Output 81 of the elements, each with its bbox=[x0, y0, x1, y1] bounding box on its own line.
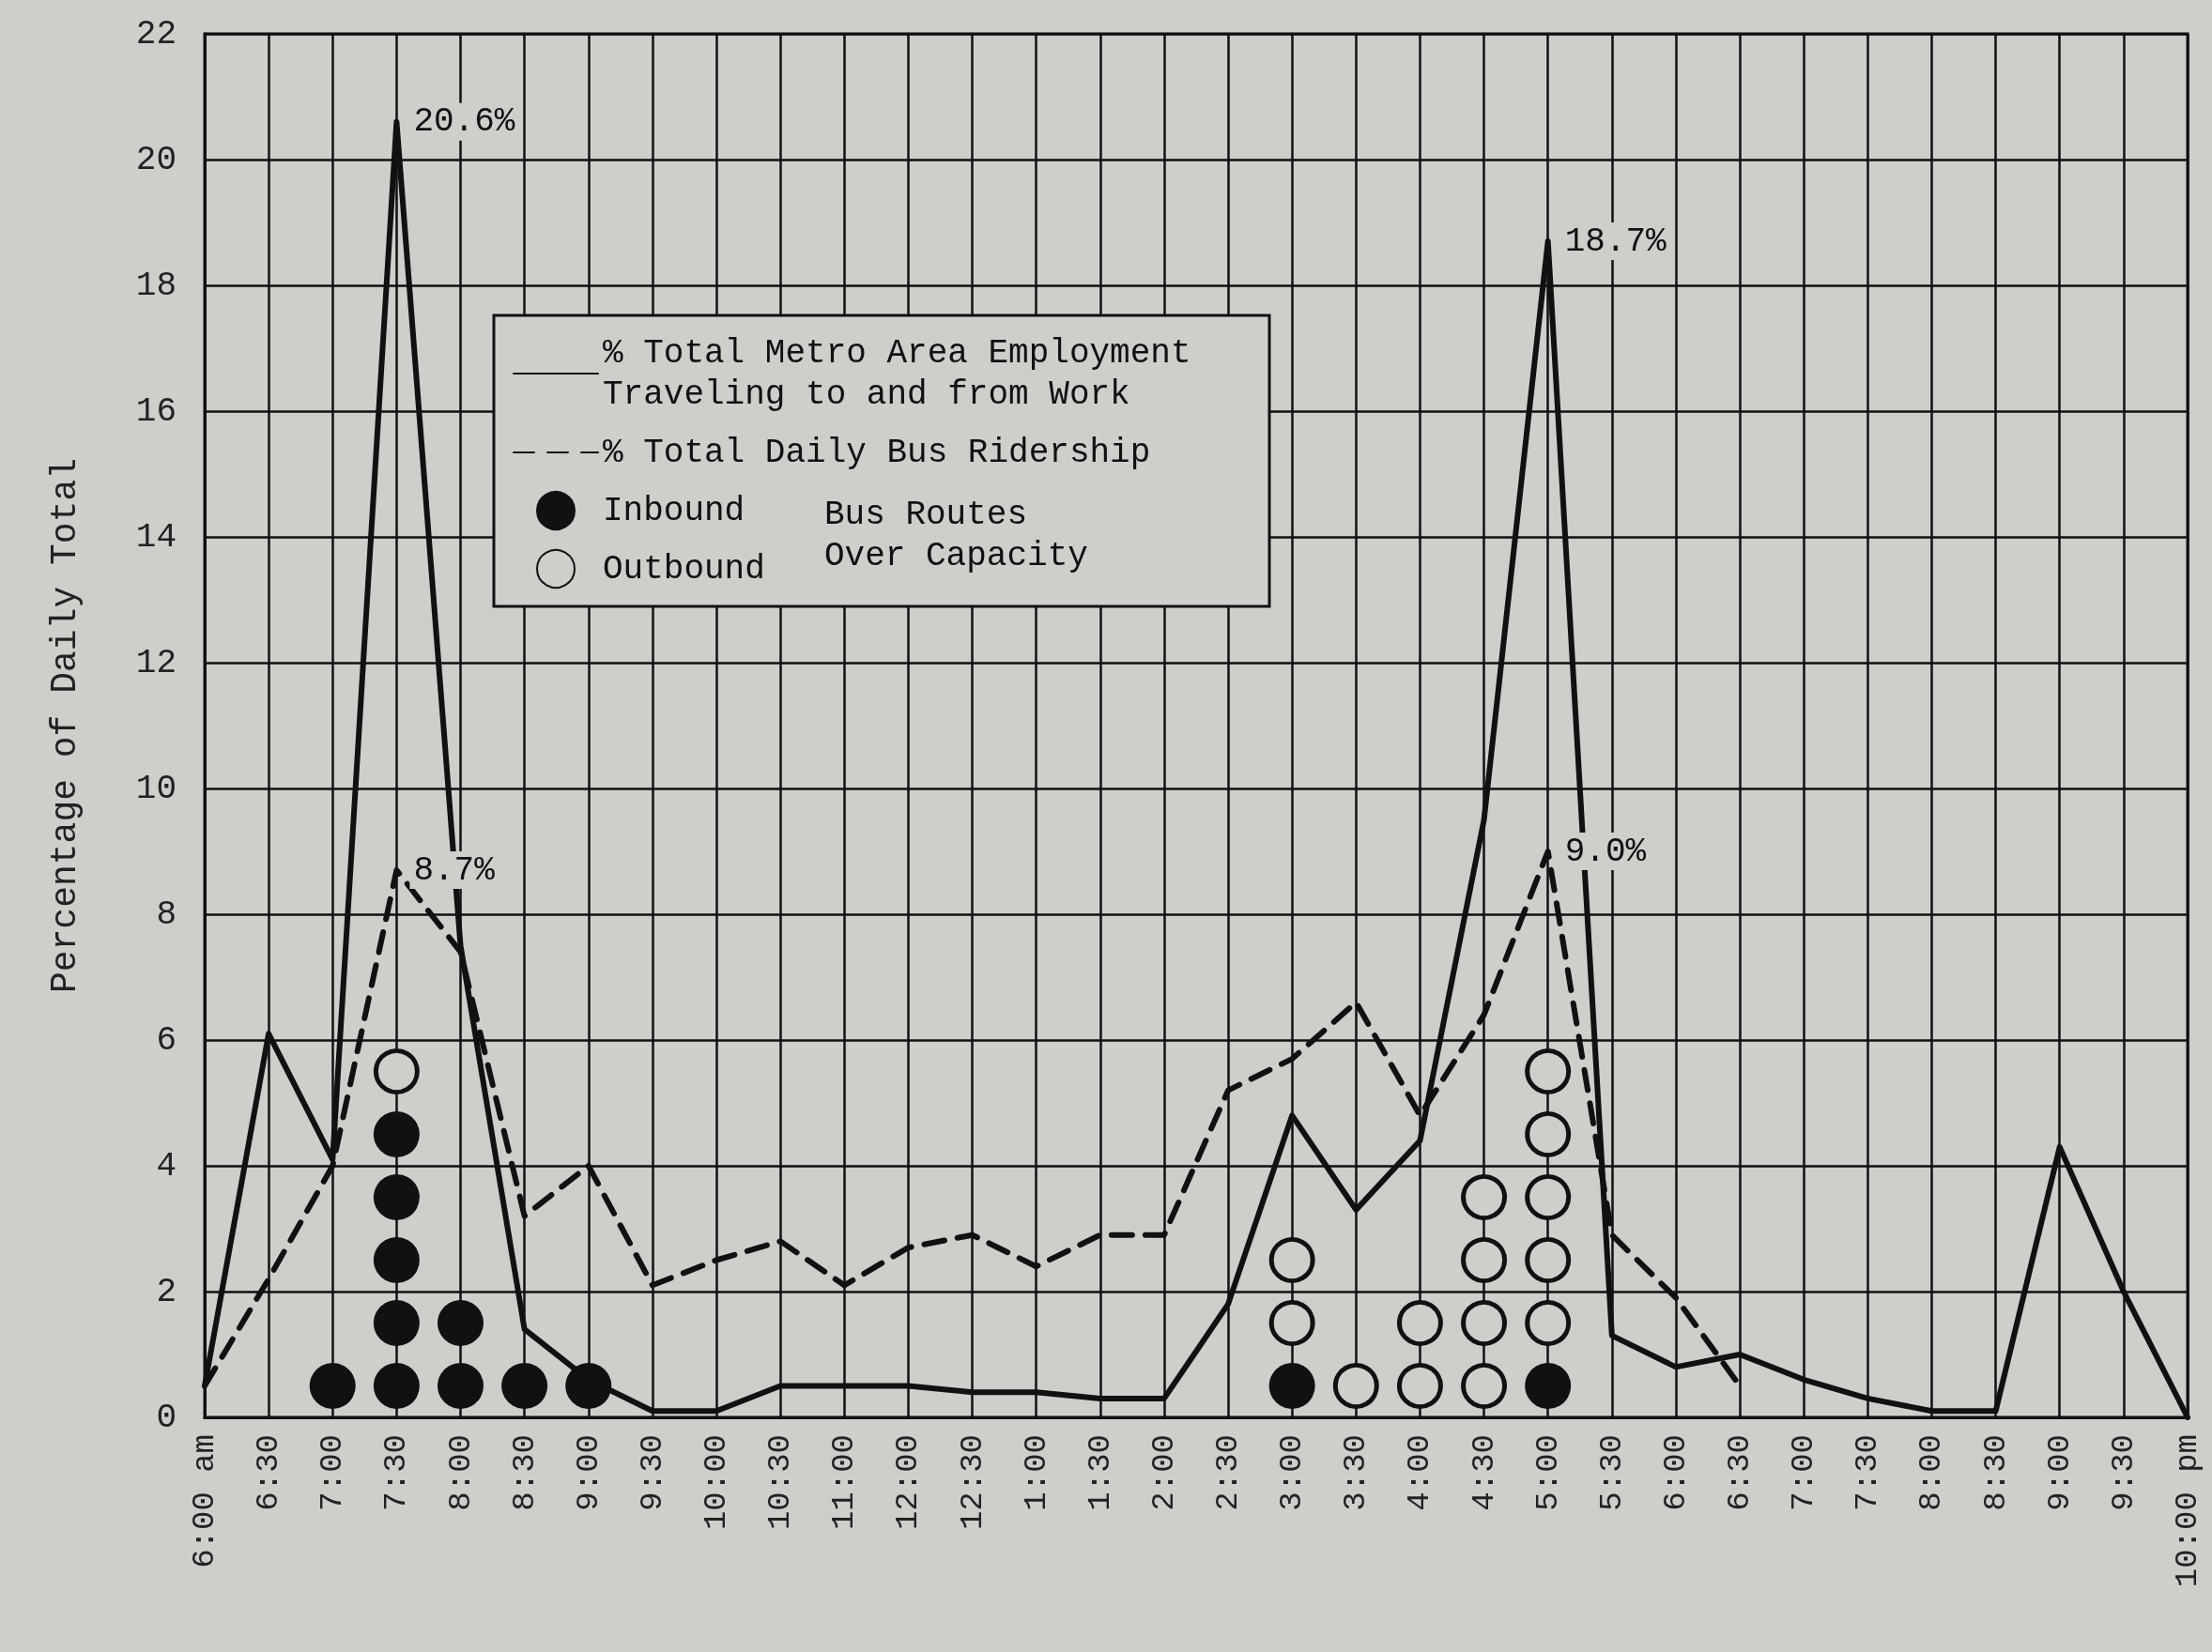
x-tick-label: 9:30 bbox=[2105, 1434, 2142, 1511]
x-tick-label: 7:00 bbox=[1786, 1434, 1822, 1511]
point bbox=[1525, 1048, 1572, 1094]
point bbox=[1268, 1300, 1315, 1346]
x-tick-label: 9:00 bbox=[2041, 1434, 2078, 1511]
x-tick-label: 7:30 bbox=[378, 1434, 415, 1511]
point bbox=[565, 1363, 612, 1409]
y-tick-label: 0 bbox=[156, 1398, 177, 1437]
point bbox=[501, 1363, 548, 1409]
point bbox=[309, 1363, 356, 1409]
x-tick-label: 6:30 bbox=[251, 1434, 287, 1511]
x-tick-label: 7:00 bbox=[315, 1434, 351, 1511]
data-label: 9.0% bbox=[1564, 832, 1647, 871]
x-tick-label: 6:00 bbox=[1657, 1434, 1694, 1511]
point bbox=[1525, 1174, 1572, 1220]
point bbox=[1461, 1300, 1508, 1346]
x-tick-label: 3:00 bbox=[1274, 1434, 1311, 1511]
point bbox=[373, 1363, 420, 1409]
x-tick-label: 10:30 bbox=[762, 1434, 799, 1531]
x-tick-label: 8:00 bbox=[1913, 1434, 1950, 1511]
y-axis-title: Percentage of Daily Total bbox=[44, 457, 85, 994]
x-tick-label: 9:30 bbox=[634, 1434, 670, 1511]
point bbox=[1461, 1237, 1508, 1283]
y-tick-label: 14 bbox=[135, 517, 177, 557]
point bbox=[1525, 1111, 1572, 1157]
legend-label: % Total Daily Bus Ridership bbox=[603, 433, 1151, 472]
x-tick-label: 12:00 bbox=[890, 1434, 927, 1531]
x-tick-label: 2:30 bbox=[1210, 1434, 1247, 1511]
point bbox=[1332, 1363, 1379, 1409]
x-tick-label: 5:30 bbox=[1593, 1434, 1630, 1511]
x-tick-label: 9:00 bbox=[570, 1434, 607, 1511]
data-label: 18.7% bbox=[1564, 222, 1667, 261]
point bbox=[1397, 1300, 1443, 1346]
point bbox=[438, 1363, 484, 1409]
y-tick-label: 22 bbox=[135, 14, 177, 54]
y-tick-label: 4 bbox=[156, 1146, 177, 1185]
x-tick-label: 2:00 bbox=[1145, 1434, 1182, 1511]
annotation: Bus Routes Over Capacity bbox=[824, 495, 1088, 575]
point bbox=[373, 1174, 420, 1220]
point bbox=[1525, 1363, 1572, 1409]
x-tick-label: 1:30 bbox=[1082, 1434, 1118, 1511]
legend-label: Outbound bbox=[603, 549, 765, 589]
point bbox=[1397, 1363, 1443, 1409]
point bbox=[438, 1300, 484, 1346]
point bbox=[1268, 1237, 1315, 1283]
y-tick-label: 2 bbox=[156, 1272, 177, 1311]
data-label: 20.6% bbox=[413, 102, 515, 142]
x-tick-label: 4:00 bbox=[1402, 1434, 1438, 1511]
point bbox=[373, 1237, 420, 1283]
legend-label: Inbound bbox=[603, 491, 745, 530]
x-tick-label: 8:30 bbox=[1977, 1434, 2014, 1511]
data-label: 8.7% bbox=[413, 850, 496, 890]
point bbox=[373, 1048, 420, 1094]
x-tick-label: 5:00 bbox=[1529, 1434, 1566, 1511]
y-tick-label: 8 bbox=[156, 895, 177, 934]
y-tick-label: 18 bbox=[135, 266, 177, 305]
point bbox=[1461, 1174, 1508, 1220]
point bbox=[1525, 1300, 1572, 1346]
y-tick-label: 10 bbox=[135, 769, 177, 808]
x-tick-label: 8:00 bbox=[442, 1434, 479, 1511]
point bbox=[1461, 1363, 1508, 1409]
x-tick-label: 12:30 bbox=[954, 1434, 991, 1531]
x-tick-label: 7:30 bbox=[1850, 1434, 1886, 1511]
x-tick-label: 10:00 bbox=[699, 1434, 735, 1531]
x-tick-label: 3:30 bbox=[1338, 1434, 1375, 1511]
x-tick-label: 10:00 pm bbox=[2170, 1434, 2205, 1588]
point bbox=[373, 1111, 420, 1157]
point bbox=[373, 1300, 420, 1346]
x-tick-label: 1:00 bbox=[1018, 1434, 1054, 1511]
y-tick-label: 16 bbox=[135, 391, 177, 431]
x-tick-label: 6:30 bbox=[1722, 1434, 1759, 1511]
x-tick-label: 8:30 bbox=[506, 1434, 543, 1511]
point bbox=[1268, 1363, 1315, 1409]
point bbox=[1525, 1237, 1572, 1283]
legend-label: % Total Metro Area Employment Traveling to and from Work bbox=[603, 333, 1212, 414]
y-tick-label: 6 bbox=[156, 1020, 177, 1060]
y-tick-label: 20 bbox=[135, 140, 177, 179]
y-tick-label: 12 bbox=[135, 643, 177, 682]
x-tick-label: 6:00 am bbox=[187, 1434, 223, 1568]
x-tick-label: 4:30 bbox=[1466, 1434, 1502, 1511]
x-tick-label: 11:00 bbox=[826, 1434, 863, 1531]
